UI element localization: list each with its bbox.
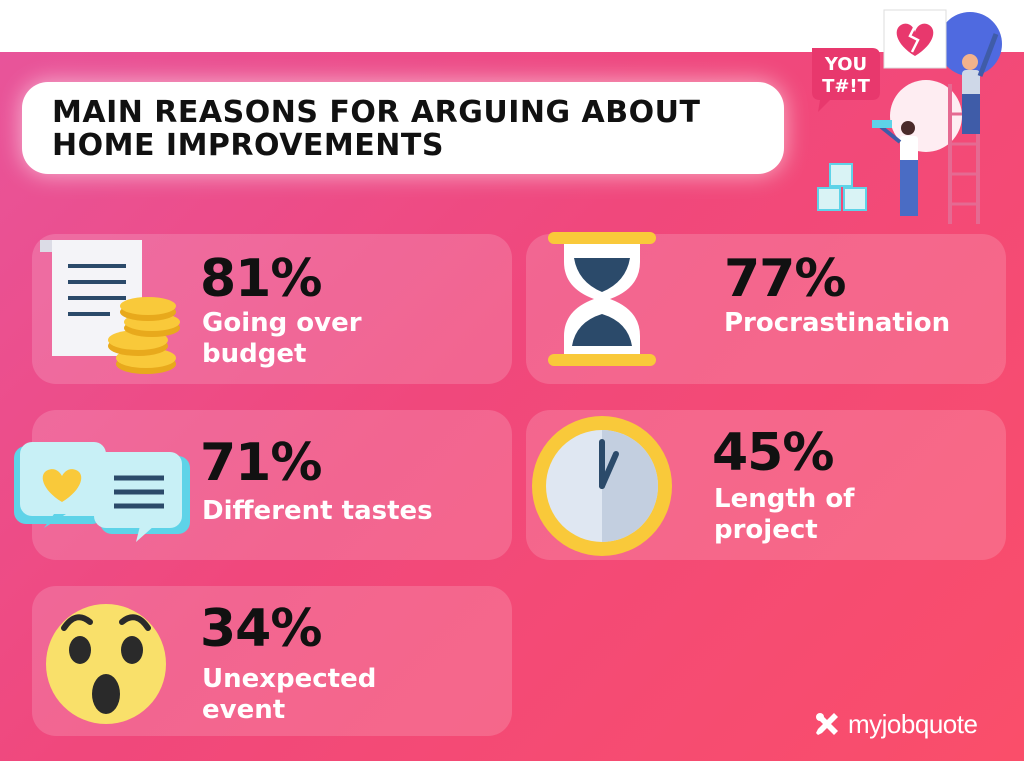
stat-percent-budget: 81%: [200, 249, 322, 309]
stat-percent-tastes: 71%: [200, 433, 322, 493]
speech-bubble-text: YOU: [824, 54, 867, 75]
stat-label-procrastination: Procrastination: [724, 308, 951, 338]
chat-bubbles-icon: [14, 442, 190, 542]
renovation-couple-illustration: YOU T#!T: [812, 9, 1002, 224]
brand-name: myjobquote: [848, 708, 978, 739]
shocked-face-icon: [46, 604, 166, 724]
stat-percent-unexpected: 34%: [200, 599, 322, 659]
title-line-2: HOME IMPROVEMENTS: [52, 128, 444, 163]
title-box: MAIN REASONS FOR ARGUING ABOUT HOME IMPR…: [22, 82, 784, 174]
brand-logo[interactable]: myjobquote: [812, 707, 978, 741]
speech-bubble-text-2: T#!T: [822, 76, 871, 97]
stat-label-length: Length of project: [714, 484, 855, 545]
hourglass-icon: [548, 232, 656, 366]
stat-label-tastes: Different tastes: [202, 496, 433, 526]
stat-label-budget: Going over budget: [202, 308, 362, 369]
stat-percent-length: 45%: [712, 423, 834, 483]
tools-icon: [816, 713, 838, 735]
stat-percent-procrastination: 77%: [724, 249, 846, 309]
title-line-1: MAIN REASONS FOR ARGUING ABOUT: [52, 95, 701, 130]
clock-icon: [532, 416, 672, 556]
stat-label-unexpected: Unexpected event: [202, 664, 377, 725]
budget-document-coins-icon: [40, 240, 180, 374]
